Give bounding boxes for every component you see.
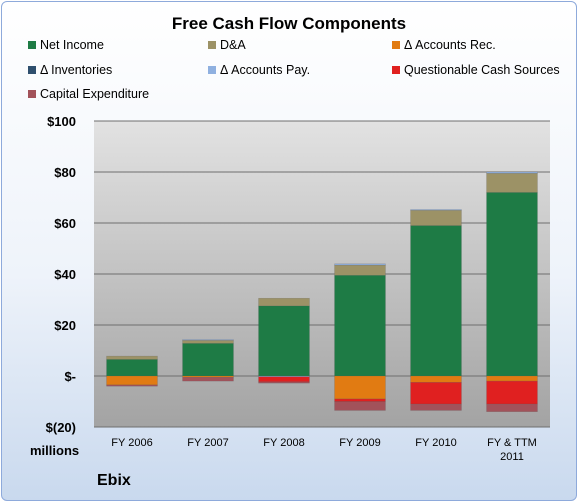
- y-tick-labels: $(20) $- $20 $40 $60 $80 $100: [46, 114, 76, 435]
- bar-segment: [410, 209, 462, 211]
- legend-item-questionable-cash: Questionable Cash Sources: [392, 63, 560, 77]
- legend-label: Δ Inventories: [40, 63, 113, 77]
- y-tick-label: $-: [64, 369, 76, 384]
- bar-segment: [106, 384, 158, 387]
- legend-label: Capital Expenditure: [40, 87, 150, 101]
- legend-swatch: [208, 66, 216, 74]
- legend-label: Questionable Cash Sources: [404, 63, 560, 77]
- company-name: Ebix: [97, 472, 131, 489]
- x-tick-label: FY 2006: [111, 437, 152, 449]
- legend-item-accounts-pay: Δ Accounts Pay.: [208, 63, 310, 77]
- legend-item-inventories: Δ Inventories: [28, 63, 112, 77]
- y-tick-label: $60: [54, 216, 76, 231]
- bar-segment: [410, 225, 462, 377]
- bar-segment: [106, 359, 158, 377]
- bar-segment: [182, 377, 234, 382]
- legend-item-capex: Capital Expenditure: [28, 87, 149, 101]
- bars: [106, 171, 538, 412]
- y-tick-label: $(20): [46, 420, 76, 435]
- legend-item-net-income: Net Income: [28, 38, 104, 52]
- legend-label: D&A: [220, 38, 246, 52]
- legend-label: Δ Accounts Pay.: [220, 63, 311, 77]
- bar-segment: [258, 305, 310, 377]
- x-tick-label: FY & TTM 2011: [487, 437, 537, 463]
- x-tick-labels: FY 2006 FY 2007 FY 2008 FY 2009 FY 2010 FY & …: [111, 437, 537, 463]
- bar-segment: [334, 375, 386, 400]
- y-tick-label: $100: [47, 114, 76, 129]
- bar-segment: [410, 403, 462, 411]
- legend-swatch: [28, 90, 36, 98]
- x-tick-label: FY 2007: [187, 437, 228, 449]
- bar-segment: [334, 264, 386, 276]
- bar-segment: [182, 339, 234, 341]
- legend-swatch: [28, 41, 36, 49]
- y-tick-label: $80: [54, 165, 76, 180]
- bar-segment: [410, 375, 462, 383]
- bar-segment: [258, 297, 310, 307]
- bar-segment: [486, 403, 538, 412]
- bar-segment: [334, 275, 386, 377]
- gridlines: [94, 120, 550, 428]
- chart-title: Free Cash Flow Components: [171, 14, 407, 33]
- bar-segment: [486, 380, 538, 405]
- x-tick-label: FY 2009: [339, 437, 380, 449]
- bar-segment: [410, 382, 462, 405]
- y-tick-label: $40: [54, 267, 76, 282]
- bar-segment: [486, 375, 538, 382]
- legend-item-accounts-rec: Δ Accounts Rec.: [392, 38, 496, 52]
- bar-segment: [486, 173, 538, 193]
- bar-segment: [106, 375, 158, 386]
- bar-segment: [258, 376, 310, 383]
- x-tick-label: FY 2010: [415, 437, 456, 449]
- legend-swatch: [392, 66, 400, 74]
- bar-segment: [106, 355, 158, 360]
- bar-segment: [334, 398, 386, 402]
- bar-segment: [334, 263, 386, 266]
- legend-label: Net Income: [40, 38, 104, 52]
- x-tick-label: FY 2008: [263, 437, 304, 449]
- bar-segment: [410, 210, 462, 226]
- bar-segment: [258, 381, 310, 384]
- legend-swatch: [392, 41, 400, 49]
- legend-swatch: [208, 41, 216, 49]
- legend-swatch: [28, 66, 36, 74]
- legend-label: Δ Accounts Rec.: [404, 38, 496, 52]
- bar-segment: [486, 192, 538, 377]
- y-tick-label: $20: [54, 318, 76, 333]
- bar-segment: [182, 343, 234, 377]
- bar-segment: [486, 171, 538, 174]
- legend-item-da: D&A: [208, 38, 246, 52]
- bar-segment: [334, 401, 386, 411]
- bar-segment: [182, 340, 234, 344]
- units-label: millions: [30, 443, 80, 458]
